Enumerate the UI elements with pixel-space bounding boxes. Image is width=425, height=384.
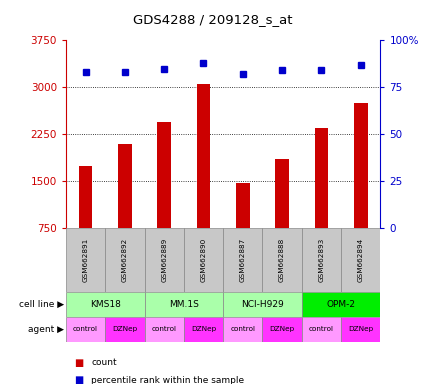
Text: OPM-2: OPM-2 <box>326 300 356 309</box>
Bar <box>341 228 380 292</box>
Text: DZNep: DZNep <box>348 326 373 332</box>
Text: control: control <box>73 326 98 332</box>
Bar <box>144 228 184 292</box>
Bar <box>262 228 302 292</box>
Text: GSM662893: GSM662893 <box>318 238 324 282</box>
Text: GSM662892: GSM662892 <box>122 238 128 282</box>
Text: DZNep: DZNep <box>191 326 216 332</box>
Text: control: control <box>152 326 177 332</box>
Bar <box>302 292 380 317</box>
Bar <box>341 317 380 342</box>
Bar <box>184 317 223 342</box>
Text: cell line ▶: cell line ▶ <box>19 300 64 309</box>
Text: GSM662890: GSM662890 <box>201 238 207 282</box>
Bar <box>105 228 144 292</box>
Text: KMS18: KMS18 <box>90 300 121 309</box>
Text: percentile rank within the sample: percentile rank within the sample <box>91 376 244 384</box>
Bar <box>223 317 262 342</box>
Text: GSM662894: GSM662894 <box>358 238 364 282</box>
Bar <box>223 292 302 317</box>
Bar <box>66 317 105 342</box>
Text: count: count <box>91 358 117 367</box>
Text: DZNep: DZNep <box>269 326 295 332</box>
Bar <box>118 144 132 228</box>
Text: MM.1S: MM.1S <box>169 300 199 309</box>
Text: DZNep: DZNep <box>112 326 137 332</box>
Bar <box>302 228 341 292</box>
Text: GSM662891: GSM662891 <box>82 238 88 282</box>
Bar <box>66 292 144 317</box>
Bar <box>275 159 289 228</box>
Text: ■: ■ <box>74 375 84 384</box>
Bar <box>314 128 328 228</box>
Bar <box>184 228 223 292</box>
Bar <box>105 317 144 342</box>
Bar <box>262 317 302 342</box>
Text: control: control <box>230 326 255 332</box>
Bar <box>236 183 249 228</box>
Text: GSM662887: GSM662887 <box>240 238 246 282</box>
Bar <box>144 317 184 342</box>
Text: GSM662888: GSM662888 <box>279 238 285 282</box>
Text: NCI-H929: NCI-H929 <box>241 300 284 309</box>
Bar <box>79 166 92 228</box>
Bar <box>354 103 368 228</box>
Text: GDS4288 / 209128_s_at: GDS4288 / 209128_s_at <box>133 13 292 26</box>
Bar <box>302 317 341 342</box>
Bar <box>197 84 210 228</box>
Text: GSM662889: GSM662889 <box>161 238 167 282</box>
Text: control: control <box>309 326 334 332</box>
Bar <box>223 228 262 292</box>
Bar <box>66 228 105 292</box>
Bar <box>157 122 171 228</box>
Text: ■: ■ <box>74 358 84 368</box>
Bar <box>144 292 223 317</box>
Text: agent ▶: agent ▶ <box>28 325 64 334</box>
